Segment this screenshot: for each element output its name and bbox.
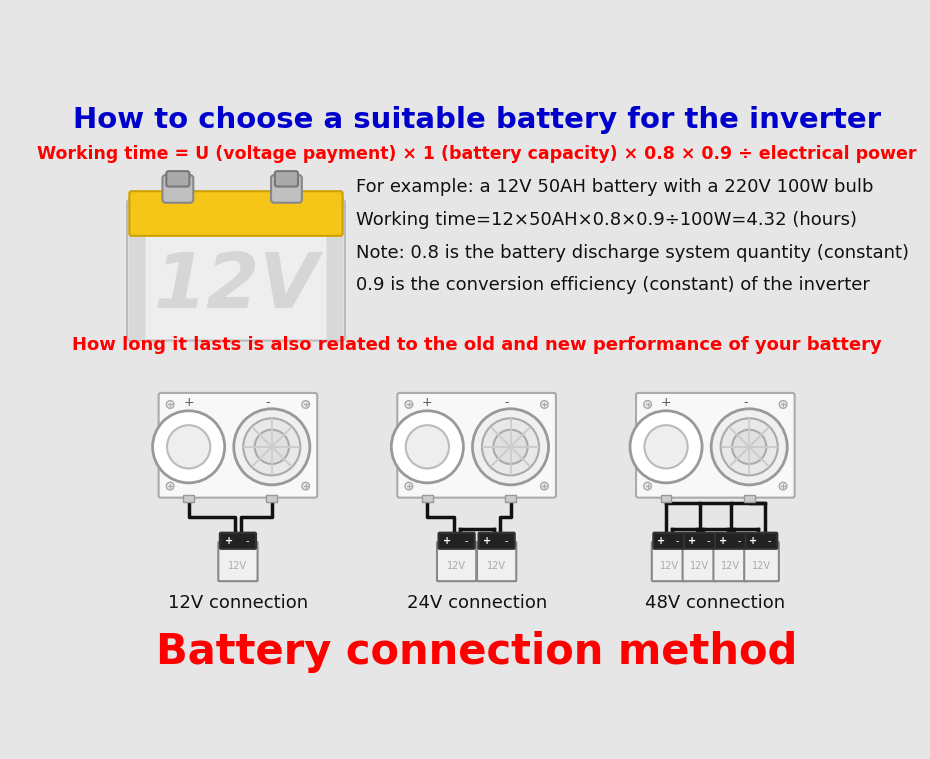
FancyBboxPatch shape	[129, 191, 342, 236]
FancyBboxPatch shape	[744, 542, 778, 581]
Circle shape	[405, 401, 413, 408]
Text: -: -	[266, 396, 271, 409]
Text: 24V connection: 24V connection	[406, 594, 547, 612]
Circle shape	[630, 411, 702, 483]
Text: -: -	[737, 536, 740, 546]
Text: +: +	[688, 536, 696, 546]
FancyBboxPatch shape	[219, 542, 258, 581]
Text: -: -	[675, 536, 679, 546]
Circle shape	[779, 401, 787, 408]
Circle shape	[302, 482, 310, 490]
FancyBboxPatch shape	[684, 533, 716, 549]
Text: Battery connection method: Battery connection method	[156, 631, 797, 672]
Text: 12V: 12V	[153, 250, 319, 324]
Circle shape	[732, 430, 766, 464]
Text: +: +	[183, 396, 194, 409]
Text: -: -	[464, 536, 468, 546]
Text: For example: a 12V 50AH battery with a 220V 100W bulb: For example: a 12V 50AH battery with a 2…	[356, 178, 873, 197]
Circle shape	[166, 482, 174, 490]
Circle shape	[392, 411, 463, 483]
FancyBboxPatch shape	[326, 201, 343, 339]
FancyBboxPatch shape	[128, 201, 145, 339]
Circle shape	[644, 401, 651, 408]
Text: +: +	[719, 536, 726, 546]
Bar	[660, 495, 671, 502]
Text: 48V connection: 48V connection	[645, 594, 786, 612]
Text: +: +	[422, 396, 432, 409]
Text: Working time = U (voltage payment) × 1 (battery capacity) × 0.8 × 0.9 ÷ electric: Working time = U (voltage payment) × 1 (…	[37, 145, 916, 163]
FancyBboxPatch shape	[159, 393, 317, 498]
Bar	[132, 195, 340, 234]
FancyBboxPatch shape	[271, 175, 302, 203]
Circle shape	[255, 430, 289, 464]
Circle shape	[644, 482, 651, 490]
FancyBboxPatch shape	[397, 393, 556, 498]
Bar	[422, 495, 432, 502]
Text: +: +	[660, 396, 671, 409]
Text: How to choose a suitable battery for the inverter: How to choose a suitable battery for the…	[73, 106, 881, 134]
FancyBboxPatch shape	[166, 172, 190, 187]
Text: +: +	[225, 536, 232, 546]
Circle shape	[302, 401, 310, 408]
Text: 0.9 is the conversion efficiency (constant) of the inverter: 0.9 is the conversion efficiency (consta…	[356, 276, 870, 294]
Text: +: +	[444, 536, 451, 546]
FancyBboxPatch shape	[437, 542, 476, 581]
Text: -: -	[246, 536, 249, 546]
FancyBboxPatch shape	[636, 393, 794, 498]
Bar	[505, 495, 516, 502]
Text: 12V: 12V	[690, 561, 710, 572]
Circle shape	[711, 409, 787, 485]
Text: -: -	[768, 536, 771, 546]
Text: -: -	[504, 396, 509, 409]
Text: Working time=12×50AH×0.8×0.9÷100W=4.32 (hours): Working time=12×50AH×0.8×0.9÷100W=4.32 (…	[356, 212, 857, 229]
FancyBboxPatch shape	[683, 542, 717, 581]
FancyBboxPatch shape	[477, 542, 516, 581]
Text: 12V: 12V	[229, 561, 247, 572]
Bar	[744, 495, 754, 502]
Text: -: -	[743, 396, 748, 409]
Circle shape	[540, 482, 549, 490]
FancyBboxPatch shape	[127, 200, 345, 341]
Circle shape	[644, 425, 687, 468]
Text: +: +	[657, 536, 665, 546]
Text: +: +	[484, 536, 491, 546]
Circle shape	[494, 430, 527, 464]
Text: How long it lasts is also related to the old and new performance of your battery: How long it lasts is also related to the…	[72, 336, 882, 354]
Circle shape	[540, 401, 549, 408]
FancyBboxPatch shape	[652, 542, 686, 581]
FancyBboxPatch shape	[439, 533, 474, 549]
FancyBboxPatch shape	[715, 533, 747, 549]
Circle shape	[167, 425, 210, 468]
Text: 12V: 12V	[447, 561, 466, 572]
Circle shape	[244, 418, 300, 475]
Text: 12V: 12V	[659, 561, 679, 572]
Circle shape	[721, 418, 777, 475]
Text: +: +	[750, 536, 758, 546]
Text: 12V: 12V	[487, 561, 506, 572]
FancyBboxPatch shape	[654, 533, 684, 549]
FancyBboxPatch shape	[746, 533, 777, 549]
FancyBboxPatch shape	[275, 172, 298, 187]
Circle shape	[779, 482, 787, 490]
Bar	[266, 495, 277, 502]
Circle shape	[472, 409, 549, 485]
Text: 12V connection: 12V connection	[167, 594, 308, 612]
Circle shape	[153, 411, 225, 483]
Circle shape	[166, 401, 174, 408]
Circle shape	[405, 482, 413, 490]
Text: 12V: 12V	[722, 561, 740, 572]
Text: -: -	[706, 536, 710, 546]
FancyBboxPatch shape	[219, 533, 256, 549]
FancyBboxPatch shape	[163, 175, 193, 203]
FancyBboxPatch shape	[713, 542, 748, 581]
Bar	[183, 495, 194, 502]
Text: 12V: 12V	[752, 561, 771, 572]
Text: Note: 0.8 is the battery discharge system quantity (constant): Note: 0.8 is the battery discharge syste…	[356, 244, 909, 262]
Text: -: -	[504, 536, 508, 546]
Circle shape	[482, 418, 539, 475]
Circle shape	[405, 425, 449, 468]
FancyBboxPatch shape	[479, 533, 514, 549]
Circle shape	[233, 409, 310, 485]
